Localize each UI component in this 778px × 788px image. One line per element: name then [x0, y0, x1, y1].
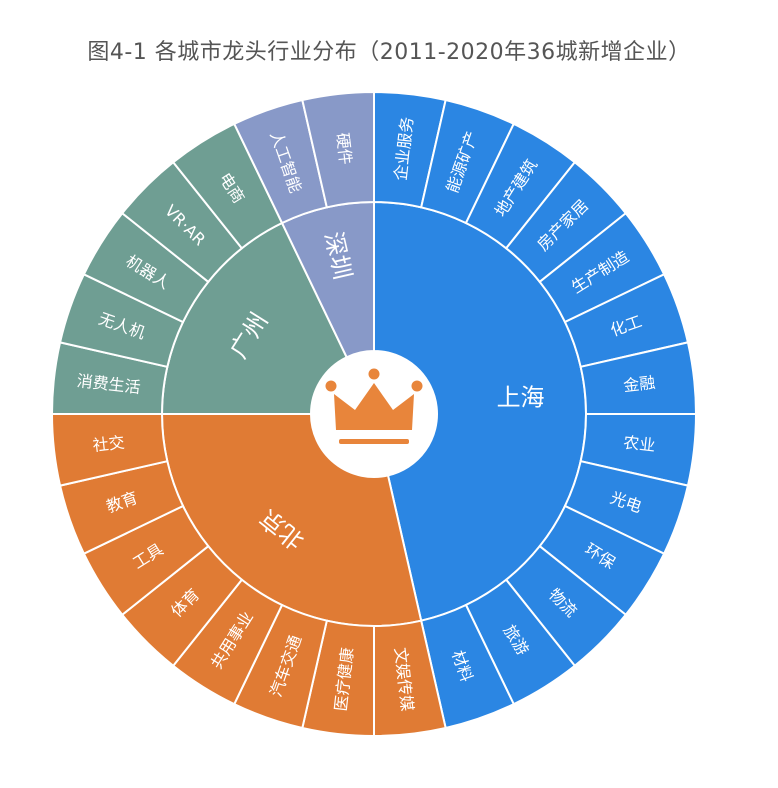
center-badge	[311, 351, 437, 477]
industry-segment	[301, 90, 375, 209]
industry-label: 农业	[622, 433, 656, 455]
crown-base	[339, 439, 409, 444]
crown-icon	[325, 368, 423, 444]
industry-label: 金融	[622, 373, 656, 395]
industry-label: 社交	[92, 433, 126, 455]
crown-jewel	[325, 380, 337, 392]
city-label: 上海	[497, 383, 545, 411]
crown-jewel	[368, 368, 380, 380]
crown-jewel	[411, 380, 423, 392]
chart-title: 图4-1 各城市龙头行业分布（2011-2020年36城新增企业）	[87, 40, 691, 65]
crown-body	[334, 383, 414, 430]
segments-layer	[50, 90, 698, 738]
industry-label: 硬件	[333, 132, 355, 166]
